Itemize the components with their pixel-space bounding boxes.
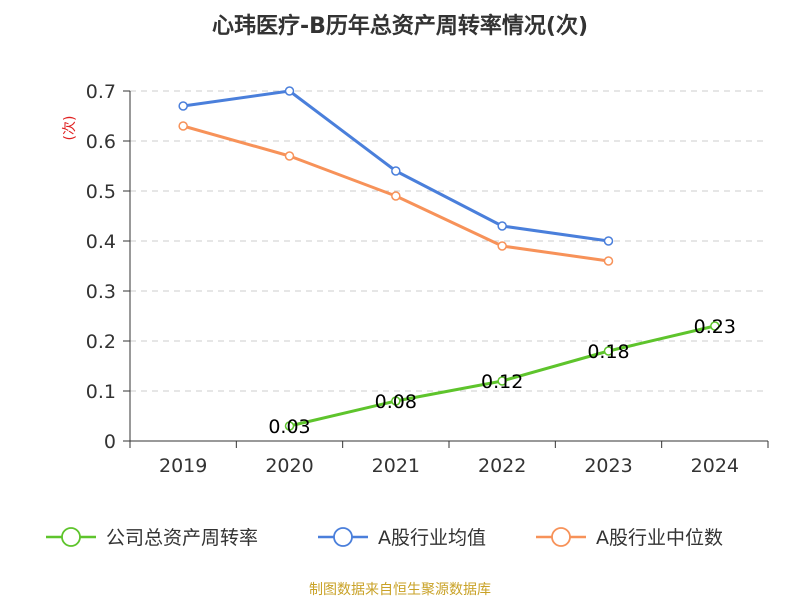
data-label: 0.03 (268, 416, 310, 438)
x-tick-label-2019: 2019 (159, 455, 207, 477)
y-tick-label: 0.2 (86, 331, 116, 353)
x-tick-label-2021: 2021 (372, 455, 420, 477)
data-point (391, 396, 401, 406)
data-point (497, 221, 507, 231)
x-tick-labels: 2019 2020 2021 2022 2023 2024 (159, 455, 739, 477)
x-tick-label-2022: 2022 (478, 455, 526, 477)
data-point (284, 151, 295, 161)
y-tick-label: 0 (104, 431, 116, 453)
data-label: 0.23 (694, 316, 736, 338)
data-point (603, 346, 614, 356)
legend: 公司总资产周转率 A股行业均值 A股行业中位数 (46, 527, 723, 549)
data-point (710, 321, 720, 331)
data-point (284, 421, 295, 431)
grid-lines (130, 90, 768, 392)
data-point (178, 121, 188, 131)
y-tick-labels: 0 0.1 0.2 0.3 0.4 0.5 0.6 0.7 (86, 81, 116, 453)
x-tick-label-2023: 2023 (584, 455, 632, 477)
y-tick-label: 0.1 (86, 381, 116, 403)
data-point (497, 376, 507, 386)
data-point (284, 86, 295, 96)
source-note: 制图数据来自恒生聚源数据库 (309, 582, 491, 598)
data-label: 0.18 (587, 341, 629, 363)
y-tick-label: 0.7 (86, 81, 116, 103)
legend-label: A股行业中位数 (596, 527, 723, 549)
axes (123, 90, 769, 448)
data-point (603, 256, 614, 266)
x-tick-label-2020: 2020 (265, 455, 313, 477)
legend-label: A股行业均值 (378, 527, 486, 549)
legend-marker (61, 527, 81, 547)
data-point (497, 241, 507, 251)
y-tick-label: 0.5 (86, 181, 116, 203)
legend-marker (333, 527, 353, 547)
data-point (391, 166, 401, 176)
data-point (603, 236, 614, 246)
x-tick-label-2024: 2024 (691, 455, 739, 477)
chart-title: 心玮医疗-B历年总资产周转率情况(次) (212, 13, 588, 39)
data-point (391, 191, 401, 201)
y-tick-label: 0.3 (86, 281, 116, 303)
legend-label: 公司总资产周转率 (106, 527, 258, 549)
legend-marker (551, 527, 571, 547)
data-labels: 0.03 0.08 0.12 0.18 0.23 (268, 316, 736, 438)
series-group (178, 86, 720, 431)
data-label: 0.08 (375, 391, 417, 413)
y-axis-label: (次) (62, 116, 78, 141)
y-tick-label: 0.4 (86, 231, 116, 253)
data-point (178, 101, 188, 111)
data-label: 0.12 (481, 371, 523, 393)
y-tick-label: 0.6 (86, 131, 116, 153)
series-line-1 (182, 89, 609, 243)
